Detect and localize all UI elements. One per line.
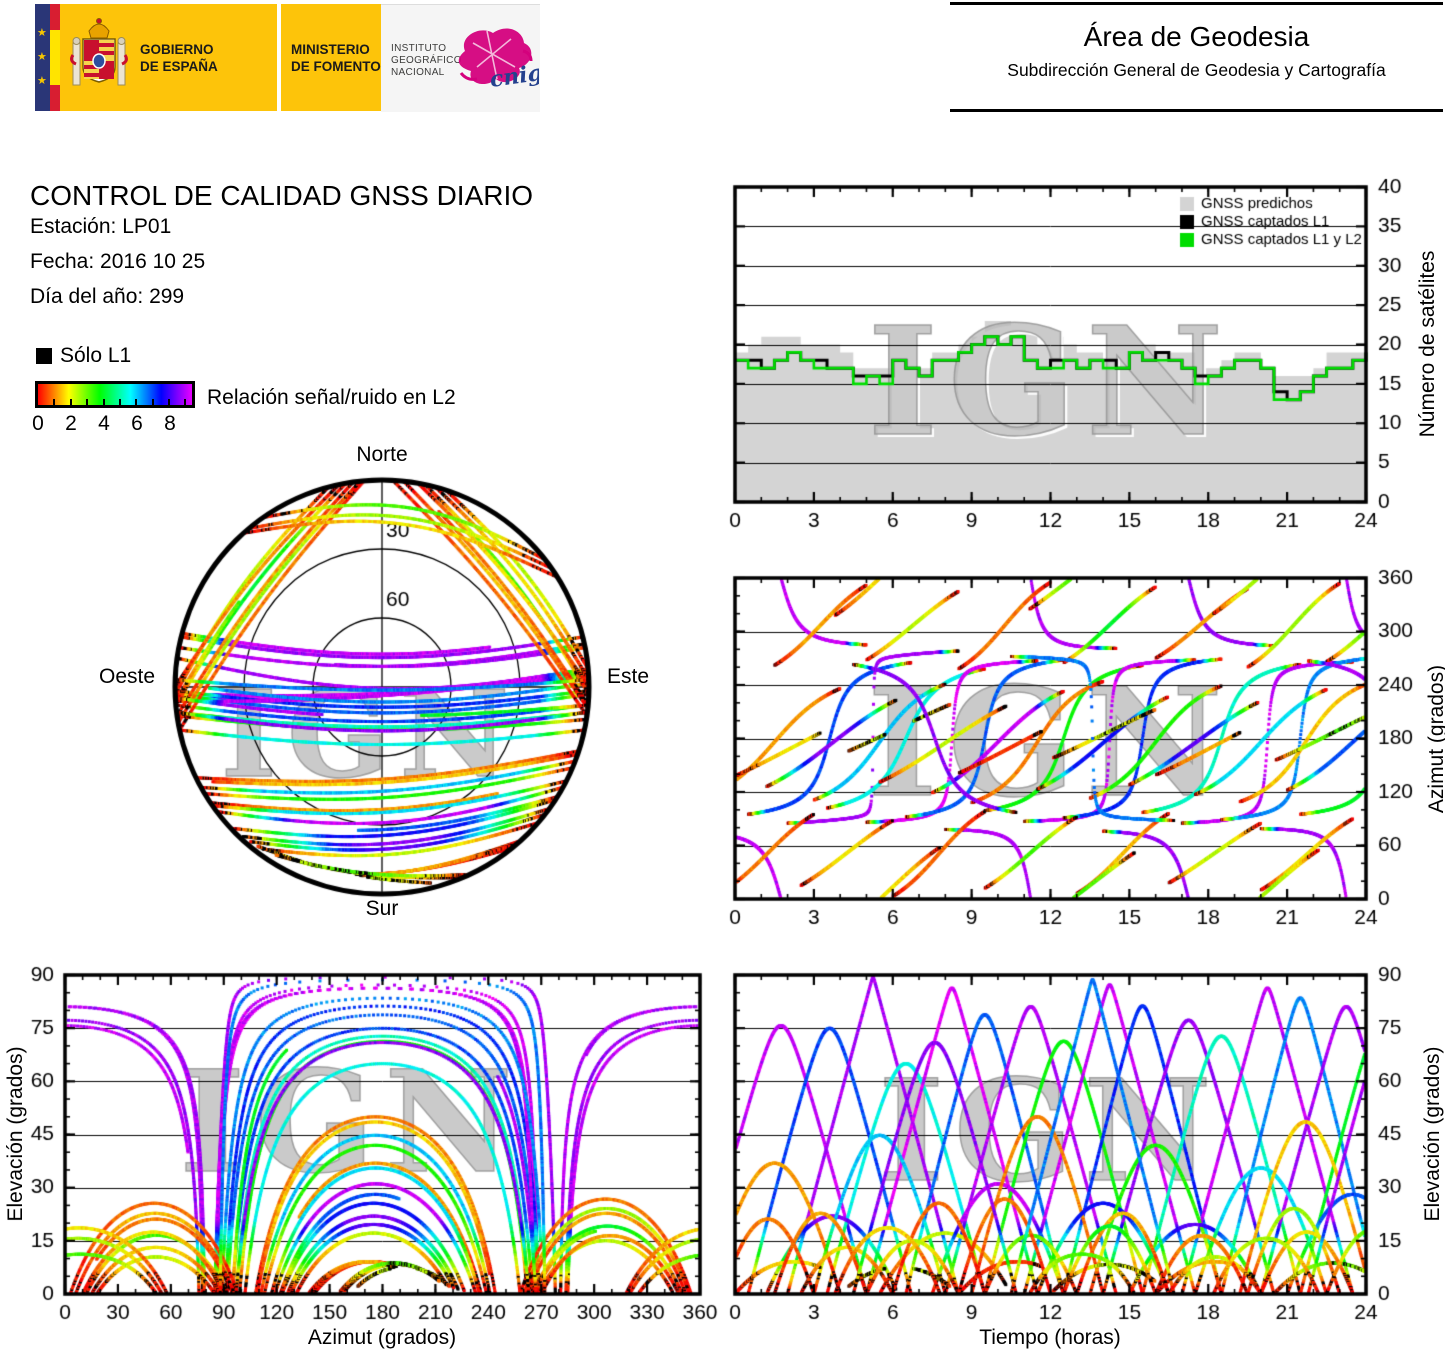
snr-colorbar-tick (102, 399, 105, 405)
flag-red-band (50, 4, 60, 30)
skyplot-east-label: Este (606, 665, 650, 688)
snr-colorbar-tick (151, 399, 154, 405)
cnig-text: cnig (488, 60, 539, 93)
l1-only-swatch (36, 348, 52, 364)
ministerio-text: DE FOMENTO (291, 59, 381, 74)
area-subtitle: Subdirección General de Geodesia y Carto… (1007, 60, 1386, 80)
snr-colorbar-tick (69, 399, 72, 405)
ministerio-text: MINISTERIO (291, 42, 370, 57)
snr-colorbar-tick (118, 399, 121, 405)
spain-coat-of-arms-icon (70, 18, 128, 86)
snr-colorbar-tick (168, 399, 171, 405)
flag-red-band (50, 85, 60, 111)
elevation-azimuth-chart-canvas (15, 963, 720, 1335)
ylabel-elevacion-left: Elevación (grados) (4, 1046, 27, 1222)
gobierno-text: DE ESPAÑA (140, 59, 218, 74)
snr-colorbar-tick (86, 399, 89, 405)
gobierno-text: GOBIERNO (140, 42, 214, 57)
cnig-logo-icon: cnig (458, 28, 539, 93)
ign-cnig-block: INSTITUTO GEOGRÁFICO NACIONAL cnig (381, 4, 540, 112)
page-title: CONTROL DE CALIDAD GNSS DIARIO (30, 180, 534, 211)
snr-colorbar-tick (184, 399, 187, 405)
elevation-time-chart-canvas (725, 963, 1440, 1335)
ministerio-block: MINISTERIO DE FOMENTO (281, 4, 381, 111)
snr-colorbar-tick (135, 399, 138, 405)
eu-star-icon: ★ (37, 51, 47, 63)
snr-colorbar (35, 381, 195, 408)
xlabel-tiempo: Tiempo (horas) (979, 1326, 1121, 1349)
sat-count-chart-canvas (725, 175, 1440, 540)
snr-scale-tick: 4 (98, 412, 110, 435)
snr-scale-tick: 0 (32, 412, 44, 435)
skyplot-west-label: Oeste (98, 665, 156, 688)
eu-star-icon: ★ (37, 75, 47, 87)
snr-scale-tick: 8 (164, 412, 176, 435)
flag-yellow-band (50, 30, 60, 85)
l1-only-label: Sólo L1 (60, 344, 132, 367)
spain-flag-strip (50, 4, 60, 111)
area-header: Área de Geodesia Subdirección General de… (950, 2, 1443, 112)
ylabel-num-satelites: Número de satélites (1416, 250, 1439, 438)
eu-flag-strip: ★ ★ ★ (35, 4, 50, 111)
instituto-text: GEOGRÁFICO (391, 55, 462, 66)
logo-banner: ★ ★ ★ (35, 4, 540, 112)
area-title: Área de Geodesia (1083, 21, 1310, 52)
azimuth-time-chart-canvas (725, 566, 1440, 931)
eu-star-icon: ★ (37, 27, 47, 39)
instituto-text: INSTITUTO (391, 43, 447, 54)
date-line: Fecha: 2016 10 25 (30, 250, 206, 273)
skyplot-canvas (155, 460, 607, 912)
doy-line: Día del año: 299 (30, 285, 185, 308)
ylabel-elevacion-right: Elevación (grados) (1421, 1046, 1444, 1222)
snr-colorbar-label: Relación señal/ruido en L2 (207, 386, 456, 409)
xlabel-azimut: Azimut (grados) (307, 1326, 457, 1349)
instituto-text: NACIONAL (391, 67, 445, 78)
ylabel-azimut: Azimut (grados) (1425, 664, 1445, 814)
snr-scale-tick: 6 (131, 412, 143, 435)
snr-scale-tick: 2 (65, 412, 77, 435)
gobierno-block: GOBIERNO DE ESPAÑA (60, 4, 277, 111)
station-line: Estación: LP01 (30, 215, 172, 238)
snr-colorbar-tick (53, 399, 56, 405)
